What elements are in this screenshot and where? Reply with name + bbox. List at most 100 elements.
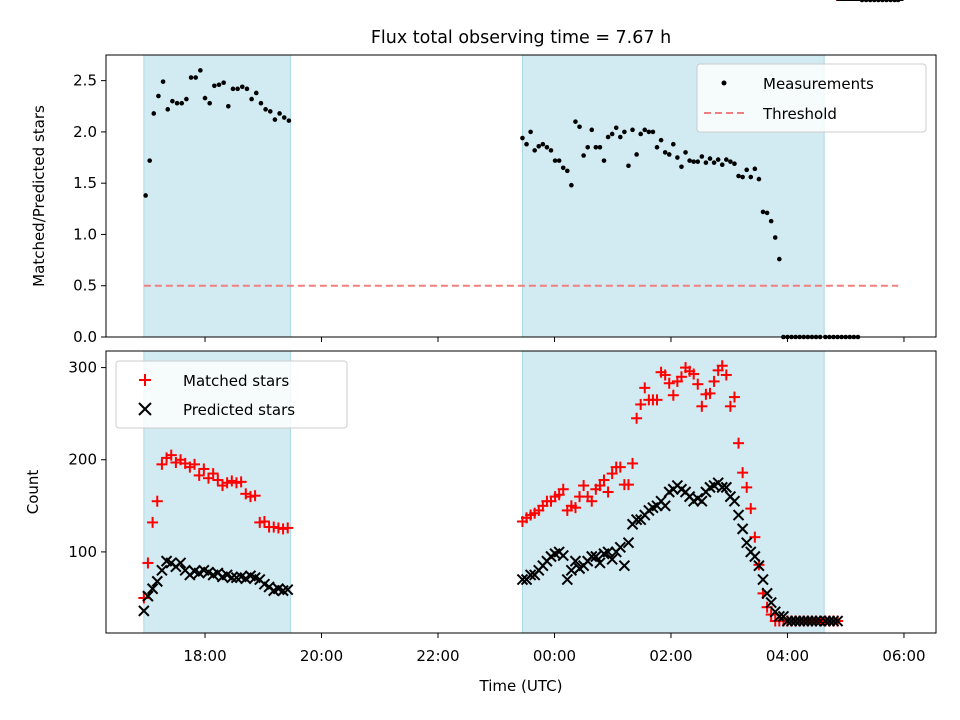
y-tick-label: 2.5 [73, 72, 97, 90]
measurement-point [226, 103, 231, 109]
measurement-point [703, 160, 709, 165]
matched-star-point [614, 461, 626, 473]
predicted-star-point [524, 569, 537, 581]
matched-star-point [198, 463, 210, 475]
legend-measurements: Measurements [763, 75, 874, 93]
matched-star-point [675, 371, 687, 383]
marker-stroke [174, 557, 187, 569]
top-panel: 0.0 0.5 1.0 1.5 2.0 2.5 Matched/Predicted sta… [30, 0, 937, 346]
predicted-star-point [814, 615, 826, 627]
predicted-star-point [720, 481, 733, 494]
marker-stroke [602, 546, 614, 558]
marker-stroke [198, 564, 210, 577]
matched-star-point [557, 483, 569, 495]
predicted-star-point [819, 615, 832, 627]
measurement-point [179, 100, 185, 106]
predicted-star-point [561, 573, 574, 586]
matched-star-point [142, 557, 154, 569]
measurements-series [143, 0, 901, 340]
measurement-point [263, 107, 268, 112]
matched-star-point [688, 368, 700, 380]
measurement-point [528, 129, 533, 135]
measurement-point [170, 98, 175, 104]
marker-stroke [622, 536, 635, 549]
predicted-star-point [282, 583, 294, 596]
x-tick-label: 20:00 [300, 647, 343, 665]
measurement-point [597, 144, 603, 150]
matched-star-point [696, 400, 708, 412]
predicted-star-point [753, 560, 765, 572]
measurement-point [524, 141, 529, 147]
marker-stroke [524, 569, 537, 581]
marker-stroke [761, 587, 773, 600]
bottom-panel-frame [105, 350, 937, 634]
measurement-point [760, 209, 766, 215]
measurement-point [719, 162, 725, 168]
top-y-axis: 0.0 0.5 1.0 1.5 2.0 2.5 [73, 72, 106, 346]
x-tick-label: 04:00 [766, 647, 809, 665]
x-tick-label: 00:00 [533, 647, 576, 665]
measurement-point [740, 174, 745, 180]
top-y-axis-label: Matched/Predicted stars [30, 105, 48, 287]
predicted-star-point [156, 564, 168, 577]
predicted-star-point [226, 571, 238, 584]
matched-star-point [728, 391, 740, 403]
predicted-star-point [138, 605, 150, 617]
measurement-point [569, 182, 574, 188]
measurement-point [650, 129, 656, 135]
measurement-point [683, 150, 688, 155]
matched-star-point [635, 398, 647, 410]
predicted-star-point [749, 550, 761, 563]
matched-star-point [606, 468, 618, 480]
marker-stroke [716, 481, 728, 494]
measurement-point [638, 131, 643, 137]
predicted-star-point [802, 615, 814, 627]
predicted-star-point [174, 557, 187, 569]
x-tick-label: 18:00 [183, 647, 226, 665]
top-legend: Measurements Threshold [696, 63, 927, 133]
measurement-point [634, 152, 639, 157]
marker-stroke [696, 495, 708, 507]
x-axis-label: Time (UTC) [479, 677, 563, 695]
bottom-x-axis: 18:00 20:00 22:00 00:00 02:00 04:00 06:00 [183, 633, 926, 665]
matched-star-point [704, 387, 716, 399]
measurement-point [193, 75, 198, 80]
predicted-star-point [622, 536, 635, 549]
marker-stroke [732, 509, 745, 521]
matched-star-point [207, 468, 219, 480]
x-tick-label: 06:00 [882, 647, 925, 665]
marker-stroke [810, 615, 822, 627]
y-tick-label: 200 [68, 451, 97, 469]
marker-stroke [586, 550, 598, 563]
marker-stroke [740, 536, 753, 549]
predicted-star-point [618, 560, 631, 572]
predicted-star-point [785, 615, 798, 627]
predicted-star-point [773, 610, 786, 623]
measurement-point [601, 158, 607, 163]
measurement-point [286, 118, 292, 123]
measurement-point [548, 148, 554, 153]
marker-stroke [793, 615, 806, 627]
marker-stroke [138, 605, 150, 617]
measurement-point [752, 166, 758, 172]
matched-star-point [193, 469, 205, 481]
y-tick-label: 1.5 [73, 174, 97, 192]
marker-stroke [188, 565, 201, 577]
measurement-point [267, 109, 273, 114]
marker-stroke [561, 573, 574, 586]
predicted-star-point [696, 495, 708, 507]
measurement-point [544, 144, 550, 150]
measurement-point [646, 129, 652, 135]
marker-stroke [753, 560, 765, 572]
marker-stroke [156, 564, 168, 577]
marker-stroke [720, 481, 733, 494]
predicted-star-point [606, 553, 618, 565]
marker-stroke [802, 615, 814, 627]
predicted-star-point [569, 555, 582, 567]
measurement-point [622, 129, 627, 135]
predicted-star-point [831, 615, 844, 627]
marker-stroke [569, 555, 582, 567]
measurement-point [532, 148, 537, 153]
legend-predicted-stars: Predicted stars [183, 401, 295, 419]
measurement-point [160, 79, 166, 84]
